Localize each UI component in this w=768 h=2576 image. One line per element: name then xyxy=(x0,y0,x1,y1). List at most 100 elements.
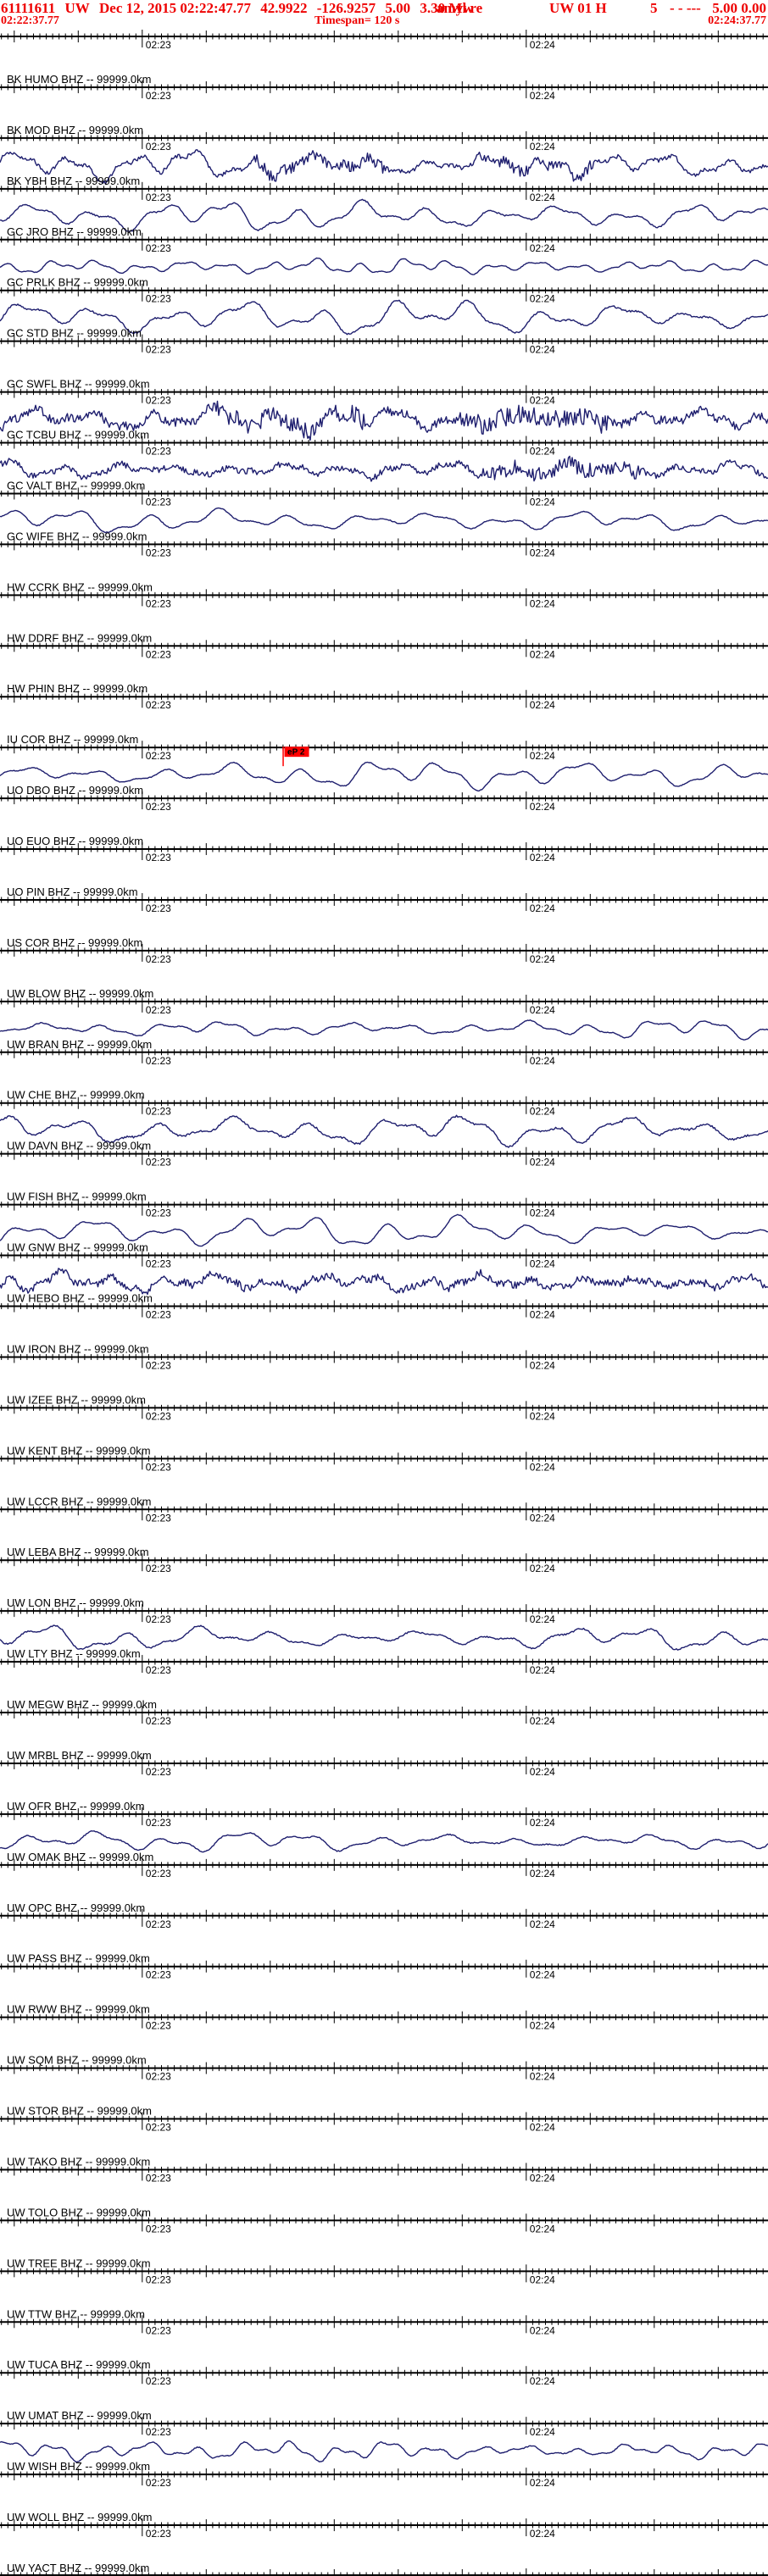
trace-row[interactable]: 02:23 02:24 UW TUCA BHZ -- 99999.0km xyxy=(0,2315,768,2373)
trace-row[interactable]: 02:23 02:24 HW DDRF BHZ -- 99999.0km xyxy=(0,588,768,646)
trace-row[interactable]: 02:23 02:24 UO EUO BHZ -- 99999.0km xyxy=(0,791,768,849)
trace-row[interactable]: 02:23 02:24 US COR BHZ -- 99999.0km xyxy=(0,892,768,951)
trace-row[interactable]: 02:23 02:24 UW LTY BHZ -- 99999.0km xyxy=(0,1604,768,1662)
tick-marks xyxy=(1,639,764,658)
trace-row[interactable]: 02:23 02:24 GC PRLK BHZ -- 99999.0km xyxy=(0,232,768,291)
trace-row[interactable]: 02:23 02:24 UW PASS BHZ -- 99999.0km xyxy=(0,1908,768,1967)
trace-row[interactable]: 02:23 02:24 UW OPC BHZ -- 99999.0km xyxy=(0,1857,768,1916)
event-latitude: 42.9922 xyxy=(260,0,308,16)
station-label: UW SQM BHZ -- 99999.0km xyxy=(7,2054,147,2067)
trace-row[interactable]: 02:23 02:24 UW LON BHZ -- 99999.0km xyxy=(0,1553,768,1611)
waveform[interactable] xyxy=(0,1019,768,1041)
waveform[interactable] xyxy=(0,1268,768,1296)
trace-row[interactable]: 02:23 02:24 UW IRON BHZ -- 99999.0km xyxy=(0,1299,768,1357)
station-label: GC VALT BHZ -- 99999.0km xyxy=(7,480,145,492)
trace-row[interactable]: 02:23 02:24 UW YACT BHZ -- 99999.0km xyxy=(0,2518,768,2576)
trace-row[interactable]: 02:23 02:24 UW LCCR BHZ -- 99999.0km xyxy=(0,1452,768,1509)
minute-label: 02:24 xyxy=(530,1969,555,1981)
waveform[interactable] xyxy=(0,1624,768,1651)
station-label: UW IZEE BHZ -- 99999.0km xyxy=(7,1393,146,1406)
trace-row[interactable]: 02:23 02:24 UW STOR BHZ -- 99999.0km xyxy=(0,2061,768,2119)
trace-row[interactable]: 02:23 02:24 BK YBH BHZ -- 99999.0km xyxy=(0,130,768,189)
minute-label: 02:23 xyxy=(146,547,171,558)
trace-row[interactable]: 02:23 02:24 UW OMAK BHZ -- 99999.0km xyxy=(0,1807,768,1865)
tick-marks xyxy=(1,2061,764,2079)
trace-row[interactable]: 02:23 02:24 UW CHE BHZ -- 99999.0km xyxy=(0,1045,768,1103)
tick-marks xyxy=(1,943,764,962)
trace-row[interactable]: 02:23 02:24 UW TAKO BHZ -- 99999.0km xyxy=(0,2112,768,2170)
tick-marks xyxy=(1,1857,764,1876)
trace-row[interactable]: 02:23 02:24 UW MEGW BHZ -- 99999.0km xyxy=(0,1655,768,1713)
waveform[interactable] xyxy=(0,1114,768,1148)
minute-label: 02:23 xyxy=(146,953,171,965)
tick-marks xyxy=(1,385,764,403)
waveform[interactable] xyxy=(0,1213,768,1247)
minute-label: 02:23 xyxy=(146,1410,171,1422)
minute-label: 02:23 xyxy=(146,2172,171,2184)
trace-row[interactable]: 02:23 02:24 UW IZEE BHZ -- 99999.0km xyxy=(0,1350,768,1407)
time-window-line: 02:22:37.77 Timespan= 120 s 02:24:37.77 xyxy=(0,14,768,28)
trace-row[interactable]: 02:23 02:24 UW TOLO BHZ -- 99999.0km xyxy=(0,2162,768,2220)
waveform[interactable] xyxy=(0,1829,768,1853)
trace-row[interactable]: 02:23 02:24 UW DAVN BHZ -- 99999.0km xyxy=(0,1096,768,1154)
waveform[interactable] xyxy=(0,2440,768,2463)
trace-row[interactable]: 02:23 02:24 UW TREE BHZ -- 99999.0km xyxy=(0,2213,768,2271)
trace-row[interactable]: 02:23 02:24 GC WIFE BHZ -- 99999.0km xyxy=(0,486,768,544)
station-label: HW DDRF BHZ -- 99999.0km xyxy=(7,631,152,644)
trace-row[interactable]: 02:23 02:24 UO PIN BHZ -- 99999.0km xyxy=(0,842,768,900)
trace-row[interactable]: 02:23 02:24 UW FISH BHZ -- 99999.0km xyxy=(0,1146,768,1205)
trace-row[interactable]: 02:23 02:24 UW LEBA BHZ -- 99999.0km xyxy=(0,1502,768,1560)
trace-row[interactable]: 02:23 02:24 GC STD BHZ -- 99999.0km xyxy=(0,283,768,341)
minute-label: 02:24 xyxy=(530,1157,555,1169)
station-label: UW TTW BHZ -- 99999.0km xyxy=(7,2307,145,2320)
waveform[interactable] xyxy=(0,507,768,534)
station-label: UW KENT BHZ -- 99999.0km xyxy=(7,1444,151,1457)
waveform[interactable] xyxy=(0,148,768,186)
trace-row[interactable]: 02:23 02:24 UW OFR BHZ -- 99999.0km xyxy=(0,1756,768,1814)
minute-label: 02:24 xyxy=(530,2375,555,2387)
trace-row[interactable]: 02:23 02:24 UW RWW BHZ -- 99999.0km xyxy=(0,1959,768,2018)
trace-row[interactable]: 02:23 02:24 GC TCBU BHZ -- 99999.0km xyxy=(0,385,768,443)
trace-row[interactable]: 02:23 02:24 UW HEBO BHZ -- 99999.0km xyxy=(0,1248,768,1307)
trace-row[interactable]: 02:23 02:24 GC SWFL BHZ -- 99999.0km xyxy=(0,334,768,392)
waveform[interactable] xyxy=(0,761,768,792)
trace-row[interactable]: 02:23 02:24 UW KENT BHZ -- 99999.0km xyxy=(0,1401,768,1458)
trace-row[interactable]: 02:23 02:24 UW GNW BHZ -- 99999.0km xyxy=(0,1197,768,1256)
tick-marks xyxy=(1,1655,764,1674)
minute-label: 02:23 xyxy=(146,496,171,508)
station-label: UW TUCA BHZ -- 99999.0km xyxy=(7,2358,151,2371)
minute-label: 02:23 xyxy=(146,39,171,51)
waveform[interactable] xyxy=(0,455,768,482)
trace-row[interactable]: 02:23 02:24 UW BRAN BHZ -- 99999.0km xyxy=(0,994,768,1052)
trace-row[interactable]: 02:23 02:24 UW BLOW BHZ -- 99999.0km xyxy=(0,943,768,1002)
trace-row[interactable]: 02:23 02:24 BK HUMO BHZ -- 99999.0km xyxy=(0,30,768,87)
trace-row[interactable]: 02:23 02:24 UW WISH BHZ -- 99999.0km xyxy=(0,2417,768,2474)
minute-label: 02:24 xyxy=(530,1664,555,1676)
trace-row[interactable]: 02:23 02:24 UW MRBL BHZ -- 99999.0km xyxy=(0,1706,768,1763)
waveform[interactable] xyxy=(0,400,768,441)
trace-row[interactable]: 02:23 02:24 UW TTW BHZ -- 99999.0km xyxy=(0,2264,768,2322)
waveform[interactable] xyxy=(0,257,768,275)
minute-label: 02:23 xyxy=(146,902,171,914)
trace-row[interactable]: 02:23 02:24 HW CCRK BHZ -- 99999.0km xyxy=(0,537,768,595)
tick-marks xyxy=(1,30,764,47)
trace-row[interactable]: 02:23 02:24 HW PHIN BHZ -- 99999.0km xyxy=(0,639,768,697)
tick-marks xyxy=(1,1401,764,1419)
waveform[interactable] xyxy=(0,198,768,232)
tick-marks xyxy=(1,2010,764,2029)
trace-row[interactable]: 02:23 02:24 UO DBO BHZ -- 99999.0km xyxy=(0,741,768,798)
trace-row[interactable]: 02:23 02:24 UW UMAT BHZ -- 99999.0km xyxy=(0,2366,768,2423)
trace-row[interactable]: 02:23 02:24 BK MOD BHZ -- 99999.0km xyxy=(0,80,768,138)
status-flags: - - --- xyxy=(670,0,701,16)
event-main-info: 61111611 UW Dec 12, 2015 02:22:47.77 42.… xyxy=(1,0,488,17)
pick-flag[interactable]: eP 2 xyxy=(282,747,309,767)
trace-row[interactable]: 02:23 02:24 UW SQM BHZ -- 99999.0km xyxy=(0,2010,768,2068)
trace-row[interactable]: 02:23 02:24 UW WOLL BHZ -- 99999.0km xyxy=(0,2468,768,2525)
waveform[interactable] xyxy=(0,299,768,336)
trace-row[interactable]: 02:23 02:24 IU COR BHZ -- 99999.0km xyxy=(0,690,768,747)
trace-row[interactable]: 02:23 02:24 GC JRO BHZ -- 99999.0km xyxy=(0,181,768,240)
trace-row[interactable]: 02:23 02:24 GC VALT BHZ -- 99999.0km xyxy=(0,436,768,494)
pick-label-box[interactable] xyxy=(284,747,309,758)
minute-label: 02:24 xyxy=(530,2122,555,2134)
